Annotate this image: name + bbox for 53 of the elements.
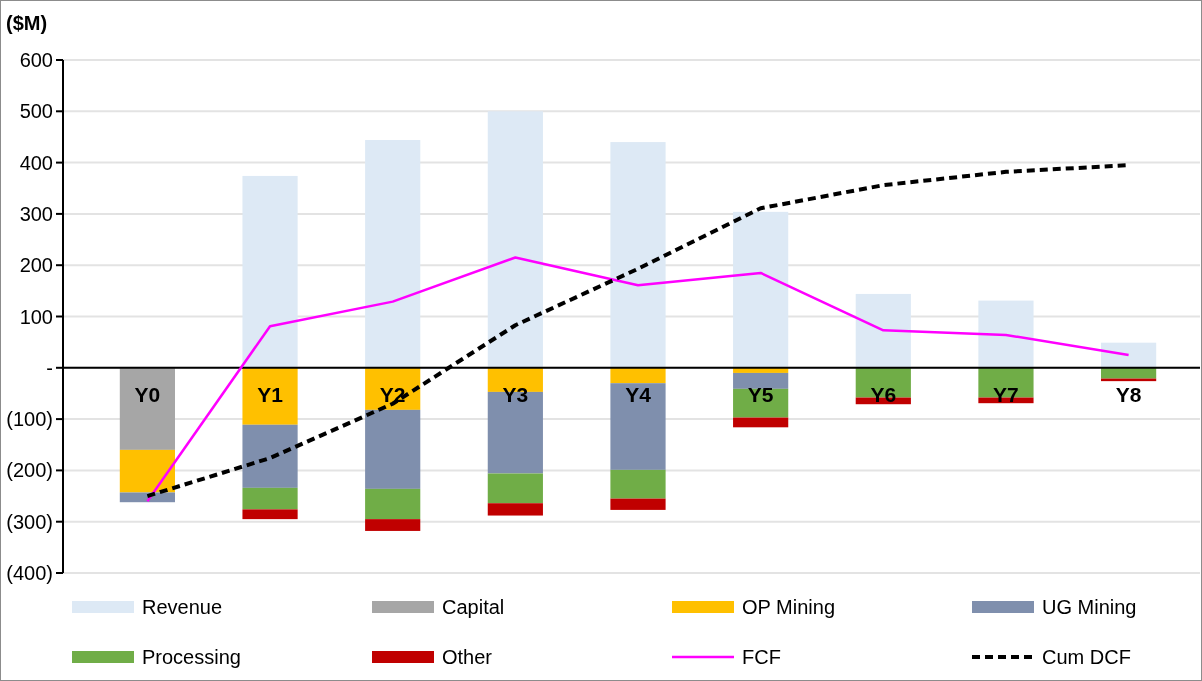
bar bbox=[1101, 342, 1157, 368]
x-tick-label: Y2 bbox=[379, 382, 406, 406]
bar bbox=[365, 519, 421, 531]
x-tick-label: Y4 bbox=[625, 382, 652, 406]
legend-label: Other bbox=[442, 646, 493, 668]
y-axis-title: ($M) bbox=[6, 12, 48, 34]
bar bbox=[487, 473, 543, 504]
bar bbox=[855, 293, 911, 368]
y-tick-label: (400) bbox=[6, 562, 53, 584]
bar bbox=[1101, 367, 1157, 379]
y-tick-label: - bbox=[46, 356, 53, 379]
bar bbox=[733, 372, 789, 389]
y-tick-label: (100) bbox=[6, 408, 53, 431]
bar bbox=[242, 175, 298, 368]
bar bbox=[610, 469, 666, 499]
y-tick-label: 500 bbox=[19, 100, 53, 123]
bar bbox=[242, 424, 298, 488]
y-tick-label: 400 bbox=[19, 151, 53, 174]
bar bbox=[119, 449, 175, 493]
legend-label: OP Mining bbox=[742, 596, 836, 618]
y-tick-label: 600 bbox=[19, 49, 53, 71]
bar bbox=[610, 367, 666, 384]
bar bbox=[365, 488, 421, 520]
y-tick-label: 100 bbox=[19, 305, 53, 328]
legend-label: FCF bbox=[742, 646, 781, 668]
x-tick-label: Y5 bbox=[747, 382, 774, 406]
bar bbox=[610, 498, 666, 510]
legend-label: Capital bbox=[442, 596, 505, 618]
bar bbox=[242, 509, 298, 520]
bar bbox=[119, 367, 175, 450]
bar bbox=[242, 487, 298, 510]
bar bbox=[733, 388, 789, 418]
x-tick-label: Y0 bbox=[134, 382, 161, 406]
y-tick-label: 200 bbox=[19, 254, 53, 277]
bar bbox=[610, 142, 666, 368]
bar bbox=[242, 367, 298, 425]
bar bbox=[733, 417, 789, 428]
y-tick-label: (300) bbox=[6, 510, 53, 533]
bar bbox=[733, 211, 789, 368]
legend-label: UG Mining bbox=[1042, 596, 1137, 618]
bar bbox=[978, 300, 1034, 368]
bar bbox=[487, 111, 543, 368]
legend-label: Cum DCF bbox=[1042, 646, 1131, 668]
bar bbox=[487, 503, 543, 516]
legend-label: Processing bbox=[142, 646, 241, 668]
legend-label: Revenue bbox=[142, 596, 223, 618]
bar bbox=[365, 140, 421, 368]
x-tick-label: Y1 bbox=[257, 382, 284, 406]
y-tick-label: (200) bbox=[6, 459, 53, 482]
x-tick-label: Y8 bbox=[1115, 382, 1142, 406]
bar bbox=[610, 383, 666, 470]
y-tick-label: 300 bbox=[19, 202, 53, 225]
bar bbox=[365, 409, 421, 489]
